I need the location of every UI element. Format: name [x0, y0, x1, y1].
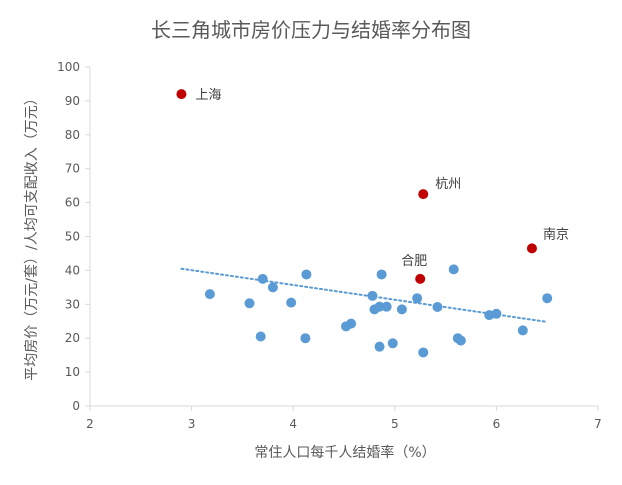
y-tick-label: 50	[65, 230, 80, 244]
data-point	[374, 301, 385, 312]
data-point	[300, 333, 311, 344]
data-point	[418, 347, 429, 358]
data-point	[376, 269, 387, 280]
data-point	[396, 304, 407, 315]
highlight-point	[418, 189, 429, 200]
x-tick-label: 2	[86, 417, 94, 431]
y-tick-label: 60	[65, 196, 80, 210]
data-point	[374, 341, 385, 352]
x-tick-label: 3	[188, 417, 196, 431]
data-label: 合肥	[401, 254, 427, 269]
data-point	[257, 273, 268, 284]
x-tick-label: 7	[594, 417, 602, 431]
data-label: 南京	[543, 226, 569, 242]
data-point	[448, 264, 459, 275]
data-point	[346, 318, 357, 329]
y-tick-label: 30	[65, 297, 80, 311]
data-point	[432, 302, 443, 313]
data-point	[491, 308, 502, 319]
y-tick-label: 10	[65, 365, 80, 379]
y-tick-label: 100	[57, 60, 80, 74]
data-point	[387, 338, 398, 349]
y-tick-label: 80	[65, 128, 80, 142]
data-point	[517, 325, 528, 336]
chart-title: 长三角城市房价压力与结婚率分布图	[151, 18, 471, 42]
data-point	[381, 301, 392, 312]
data-point	[301, 269, 312, 280]
y-tick-label: 20	[65, 331, 80, 345]
x-tick-label: 5	[391, 417, 399, 431]
y-tick-label: 90	[65, 94, 80, 108]
data-label: 杭州	[435, 177, 461, 192]
data-point	[286, 297, 297, 308]
data-point	[255, 331, 266, 342]
y-tick-label: 0	[72, 399, 80, 413]
data-point	[244, 298, 255, 309]
y-tick-label: 40	[65, 263, 80, 277]
data-point	[267, 282, 278, 293]
trendline	[180, 267, 549, 323]
y-axis-title: 平均房价（万元/套）/人均可支配收入（万元）	[24, 91, 40, 380]
highlight-point	[415, 273, 426, 284]
highlight-point	[526, 243, 537, 254]
x-axis-title: 常住人口每千人结婚率（%）	[254, 444, 435, 461]
data-points	[204, 264, 553, 358]
axes: 0 10 20 30 40 50 60 70 80 90 100 2 3 4 5 6 7	[57, 60, 602, 431]
data-label: 上海	[195, 88, 221, 103]
y-tick-label: 70	[65, 162, 80, 176]
highlight-point	[176, 89, 187, 100]
x-tick-label: 6	[493, 417, 501, 431]
x-tick-label: 4	[289, 417, 297, 431]
trendline-group	[180, 267, 549, 323]
data-point	[542, 293, 553, 304]
data-point	[455, 335, 466, 346]
data-point	[412, 293, 423, 304]
data-point	[204, 289, 215, 300]
data-point	[367, 290, 378, 301]
